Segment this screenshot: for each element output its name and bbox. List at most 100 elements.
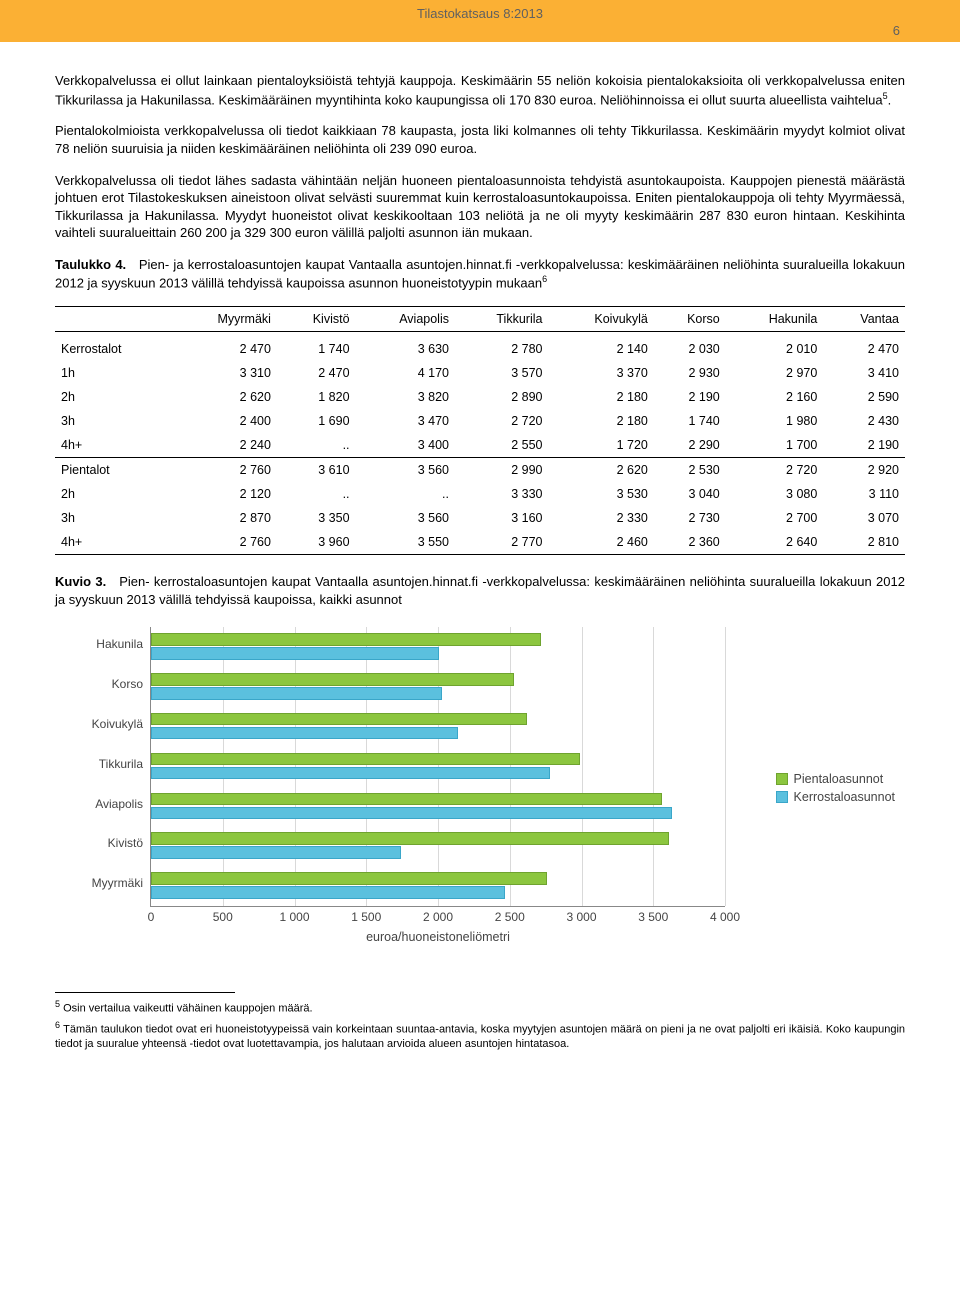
fn5-num: 5 [55, 999, 60, 1009]
bar-row [151, 673, 725, 701]
bar-chart: euroa/huoneistoneliömetri 05001 0001 500… [55, 622, 905, 962]
table-cell: 2 470 [823, 332, 905, 362]
bar-pien [151, 713, 527, 726]
x-tick: 500 [213, 910, 233, 924]
bar-pien [151, 832, 669, 845]
col-header: Hakunila [726, 307, 824, 332]
table-cell: 1 700 [726, 433, 824, 458]
table-cell: 2 970 [726, 361, 824, 385]
col-header [55, 307, 172, 332]
col-header: Korso [654, 307, 726, 332]
table-row: 3h2 8703 3503 5603 1602 3302 7302 7003 0… [55, 506, 905, 530]
table-cell: 2 400 [172, 409, 277, 433]
paragraph-1: Verkkopalvelussa ei ollut lainkaan pient… [55, 72, 905, 108]
table-cell: 3 160 [455, 506, 548, 530]
table-cell: 1 690 [277, 409, 356, 433]
y-label: Kivistö [108, 836, 143, 850]
table-cell: 2 190 [823, 433, 905, 458]
bar-kerr [151, 727, 458, 740]
table-cell: 2 190 [654, 385, 726, 409]
table-cell: 3 560 [356, 506, 455, 530]
x-tick: 3 500 [638, 910, 668, 924]
table-cell: 2 180 [548, 409, 653, 433]
table-cell: 3 040 [654, 482, 726, 506]
table-cell: 2 640 [726, 530, 824, 555]
table-cell: .. [277, 433, 356, 458]
x-tick: 0 [148, 910, 155, 924]
x-tick: 2 500 [495, 910, 525, 924]
bar-row [151, 872, 725, 900]
bar-kerr [151, 886, 505, 899]
table-cell: 3 470 [356, 409, 455, 433]
bar-pien [151, 872, 547, 885]
col-header: Tikkurila [455, 307, 548, 332]
x-tick: 2 000 [423, 910, 453, 924]
paragraph-3: Verkkopalvelussa oli tiedot lähes sadast… [55, 172, 905, 242]
table-cell: 4h+ [55, 433, 172, 458]
table-cell: .. [277, 482, 356, 506]
y-label: Koivukylä [92, 717, 143, 731]
table-cell: 2 160 [726, 385, 824, 409]
table-cell: 2 460 [548, 530, 653, 555]
col-header: Myyrmäki [172, 307, 277, 332]
table-cell: 2 990 [455, 458, 548, 483]
table-cell: 2 530 [654, 458, 726, 483]
col-header: Vantaa [823, 307, 905, 332]
table-cell: 2 720 [455, 409, 548, 433]
bar-kerr [151, 846, 401, 859]
table-cell: 2 010 [726, 332, 824, 362]
table-caption: Taulukko 4. Pien- ja kerrostaloasuntojen… [55, 256, 905, 292]
table-cell: Kerrostalot [55, 332, 172, 362]
paragraph-2: Pientalokolmioista verkkopalvelussa oli … [55, 122, 905, 157]
header-band: Tilastokatsaus 8:2013 6 [0, 0, 960, 42]
fn5-text: Osin vertailua vaikeutti vähäinen kauppo… [63, 1003, 312, 1015]
table-cell: 3 070 [823, 506, 905, 530]
table-cell: 1 980 [726, 409, 824, 433]
table-cell: 2 430 [823, 409, 905, 433]
table-cell: 2 470 [172, 332, 277, 362]
bar-row [151, 832, 725, 860]
swatch-kerr [776, 791, 788, 803]
legend-item-kerr: Kerrostaloasunnot [776, 790, 895, 804]
table-cell: 3 350 [277, 506, 356, 530]
table-cell: 2 590 [823, 385, 905, 409]
y-label: Aviapolis [95, 797, 143, 811]
bar-kerr [151, 807, 672, 820]
table-cell: 2 180 [548, 385, 653, 409]
table-row: 4h+2 7603 9603 5502 7702 4602 3602 6402 … [55, 530, 905, 555]
table-row: 3h2 4001 6903 4702 7202 1801 7401 9802 4… [55, 409, 905, 433]
gridline [725, 627, 726, 906]
table-cell: 3 820 [356, 385, 455, 409]
table-cell: 2 030 [654, 332, 726, 362]
table-cell: 1 820 [277, 385, 356, 409]
table-cell: 1 720 [548, 433, 653, 458]
table-cell: 3 110 [823, 482, 905, 506]
page-content: Verkkopalvelussa ei ollut lainkaan pient… [0, 42, 960, 1085]
table-cell: 2 920 [823, 458, 905, 483]
legend-item-pien: Pientaloasunnot [776, 772, 895, 786]
y-label: Korso [112, 677, 143, 691]
x-tick: 1 500 [351, 910, 381, 924]
fn6-text: Tämän taulukon tiedot ovat eri huoneisto… [55, 1024, 905, 1050]
figure-caption-text: Pien- kerrostaloasuntojen kaupat Vantaal… [55, 574, 905, 607]
bar-kerr [151, 687, 442, 700]
table-cell: 2 870 [172, 506, 277, 530]
table-row: Pientalot2 7603 6103 5602 9902 6202 5302… [55, 458, 905, 483]
table-cell: 3 370 [548, 361, 653, 385]
bar-row [151, 633, 725, 661]
x-tick: 3 000 [566, 910, 596, 924]
page-number: 6 [0, 21, 960, 38]
table-cell: 3 550 [356, 530, 455, 555]
table-cell: 1 740 [654, 409, 726, 433]
swatch-pien [776, 773, 788, 785]
table-cell: 3h [55, 409, 172, 433]
header-title: Tilastokatsaus 8:2013 [417, 6, 543, 21]
table-cell: 2 620 [548, 458, 653, 483]
table-cell: 2 760 [172, 458, 277, 483]
table-row: Kerrostalot2 4701 7403 6302 7802 1402 03… [55, 332, 905, 362]
table-cell: 2 930 [654, 361, 726, 385]
table-cell: 2 760 [172, 530, 277, 555]
table-cell: 3 400 [356, 433, 455, 458]
table-cell: 2 140 [548, 332, 653, 362]
table-row: 2h2 120....3 3303 5303 0403 0803 110 [55, 482, 905, 506]
